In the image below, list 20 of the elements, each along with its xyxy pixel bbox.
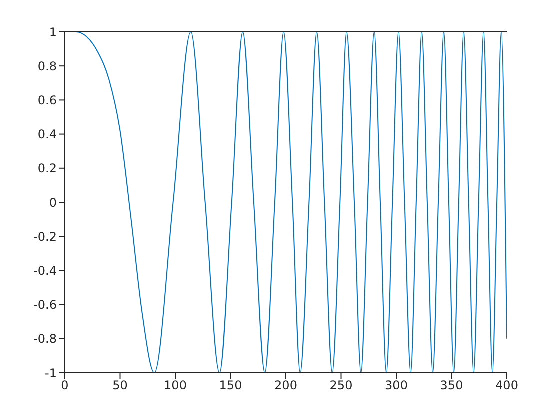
x-tick-label: 200 [274, 378, 298, 393]
y-tick-label: -0.6 [34, 298, 57, 312]
x-tick-label: 100 [164, 378, 187, 393]
x-tick-label: 150 [219, 378, 242, 393]
y-tick-label: 1 [49, 25, 57, 40]
y-tick-label: 0.4 [38, 128, 57, 142]
x-tick-label: 350 [440, 378, 464, 393]
y-tick-label: 0.8 [38, 59, 57, 74]
y-tick-label: 0.6 [38, 93, 57, 108]
y-tick-label: -0.4 [34, 264, 57, 278]
y-tick-label: 0 [49, 196, 57, 210]
y-tick-label: -0.8 [34, 332, 57, 346]
x-tick-label: 50 [112, 378, 128, 393]
y-tick-label: -0.2 [34, 230, 57, 244]
x-tick-label: 300 [385, 378, 408, 393]
x-tick-label: 400 [496, 378, 518, 393]
y-tick-label: 0.2 [38, 162, 57, 176]
x-tick-label: 0 [61, 378, 69, 393]
x-tick-label: 250 [330, 378, 353, 393]
y-tick-label: -1 [45, 366, 57, 380]
